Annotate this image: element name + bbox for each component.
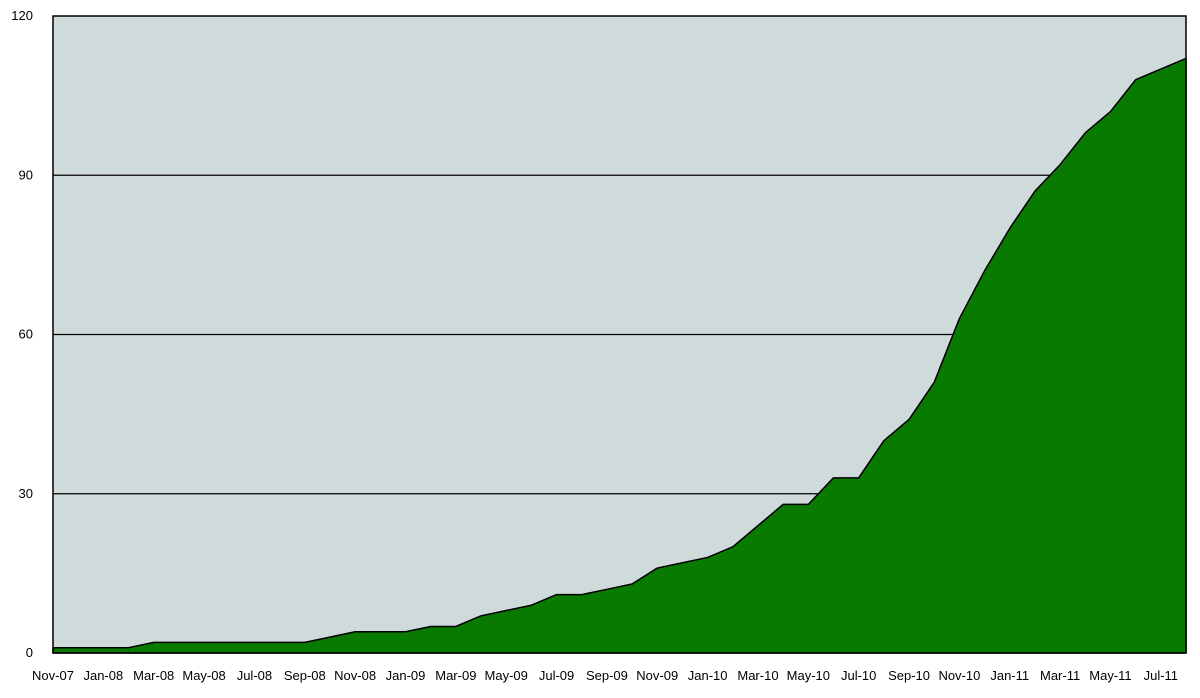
- x-tick-label: Sep-10: [888, 668, 930, 683]
- x-tick-label: Jan-09: [386, 668, 426, 683]
- y-axis-labels: 0 30 60 90 120: [11, 8, 33, 660]
- x-tick-label: Nov-08: [334, 668, 376, 683]
- x-tick-label: Jul-10: [841, 668, 876, 683]
- x-tick-label: Jul-11: [1144, 668, 1178, 683]
- x-tick-label: Jul-09: [539, 668, 574, 683]
- x-tick-label: Nov-07: [32, 668, 74, 683]
- x-tick-label: Mar-10: [737, 668, 778, 683]
- x-tick-label: Mar-08: [133, 668, 174, 683]
- y-tick-label: 90: [19, 167, 33, 182]
- x-tick-label: May-09: [485, 668, 528, 683]
- x-tick-label: Mar-11: [1040, 668, 1080, 683]
- x-axis-labels: Nov-07 Jan-08 Mar-08 May-08 Jul-08 Sep-08 Nov-…: [32, 668, 1178, 683]
- x-tick-label: Jan-11: [990, 668, 1029, 683]
- x-tick-label: May-08: [182, 668, 225, 683]
- x-tick-label: Nov-10: [938, 668, 980, 683]
- x-tick-label: Mar-09: [435, 668, 476, 683]
- x-tick-label: May-11: [1089, 668, 1131, 683]
- x-tick-label: Jul-08: [237, 668, 272, 683]
- x-tick-label: Sep-08: [284, 668, 326, 683]
- area-series: [52, 57, 1187, 654]
- y-tick-label: 120: [11, 8, 33, 23]
- x-tick-label: May-10: [787, 668, 830, 683]
- y-tick-label: 60: [19, 327, 33, 342]
- y-tick-label: 0: [26, 645, 33, 660]
- x-tick-label: Jan-08: [83, 668, 123, 683]
- y-tick-label: 30: [19, 486, 33, 501]
- x-tick-label: Jan-10: [688, 668, 728, 683]
- x-tick-label: Nov-09: [636, 668, 678, 683]
- plot-frame: [52, 15, 1187, 654]
- x-tick-label: Sep-09: [586, 668, 628, 683]
